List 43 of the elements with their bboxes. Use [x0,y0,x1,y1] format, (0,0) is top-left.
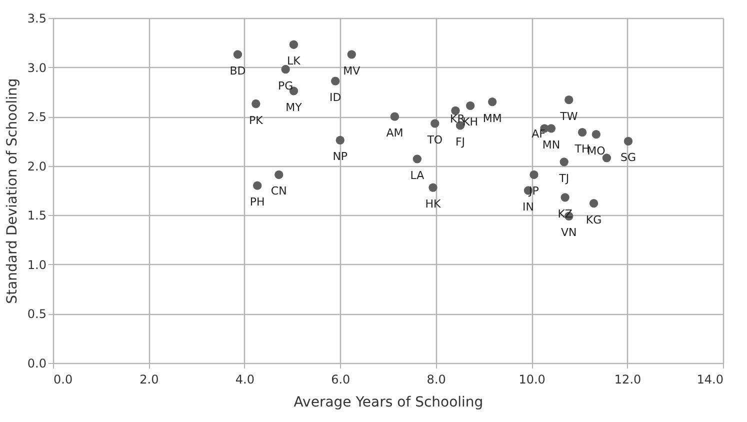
annotation: NP [332,150,348,164]
y-tick-label: 1.5 [27,208,46,223]
annotation: PH [250,196,265,209]
annotation: AF [532,127,546,140]
y-tick-label: 3.5 [27,12,46,26]
annotation: KH [462,116,478,129]
annotation: LK [287,54,302,68]
annotation: MV [343,64,361,78]
annotation: MN [542,138,560,152]
annotation: HK [425,198,442,211]
y-tick-label: 2.5 [27,110,46,124]
x-tick-label: 14.0 [696,372,724,386]
annotation: PK [248,114,264,127]
annotation: LA [410,168,425,182]
x-tick-label: 10.0 [518,372,546,386]
annotation: AM [386,126,404,140]
x-tick-label: 12.0 [614,372,642,386]
y-tick-label: 0.0 [27,356,46,370]
annotation: BD [230,64,246,78]
y-axis-title: Standard Deviation of Schooling [4,78,20,304]
annotation: VN [561,226,577,240]
annotation: IN [522,200,534,214]
annotation: PG [278,79,294,92]
annotation: ID [330,91,342,104]
x-tick-label: 2.0 [140,372,159,386]
annotation: KG [586,213,602,226]
y-tick-label: 1.0 [27,258,46,272]
annotation: TO [426,133,443,146]
y-tick-label: 0.5 [27,307,46,322]
annotation: CN [270,184,287,198]
x-axis-title: Average Years of Schooling [294,394,484,410]
y-tick-label: 3.0 [27,60,46,75]
annotation: MM [482,112,502,125]
x-tick-label: 8.0 [426,372,446,386]
annotation: TW [559,110,578,123]
x-tick-label: 6.0 [331,372,350,386]
annotation: TJ [558,172,570,185]
annotation: MY [286,100,302,114]
y-tick-label: 2.0 [27,159,46,174]
x-tick-label: 4.0 [235,372,254,386]
annotation: FJ [455,135,466,148]
x-tick-label: 0.0 [54,372,73,386]
annotation: SG [620,151,636,164]
